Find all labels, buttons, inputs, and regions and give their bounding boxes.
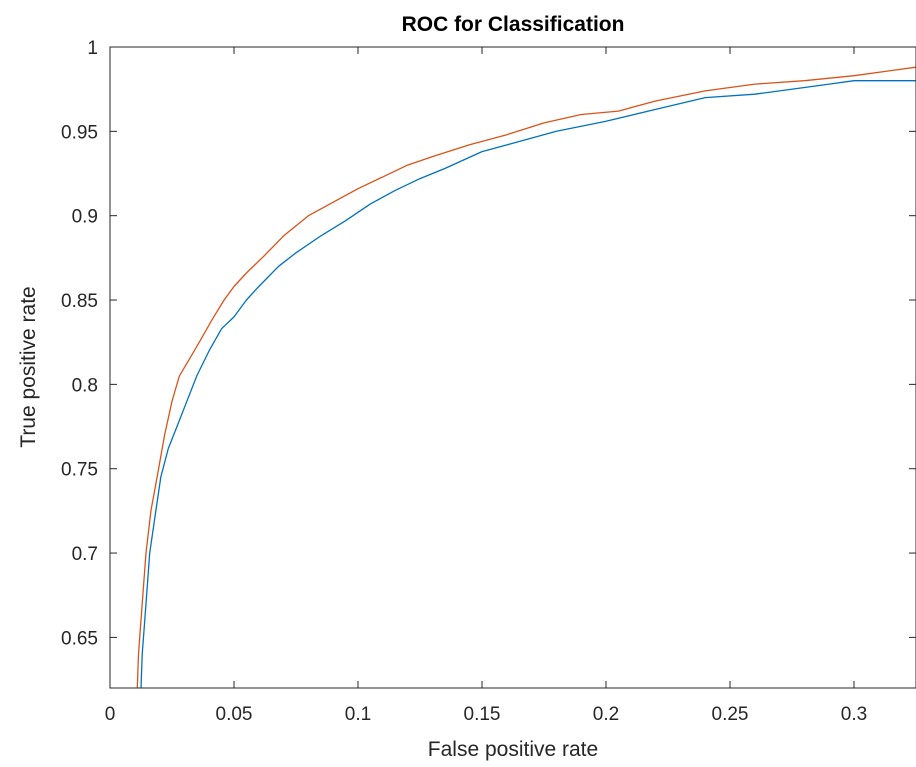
y-tick-label: 0.8 [72,375,98,396]
x-tick-label: 0.3 [841,704,867,725]
x-tick-label: 0 [105,704,116,725]
x-tick-label: 0.2 [593,704,619,725]
plot-area [110,47,916,688]
axes-box [109,46,916,689]
x-tick-label: 0.15 [464,704,501,725]
x-tick-label: 0.1 [345,704,371,725]
x-tick-label: 0.25 [712,704,749,725]
roc-curve-series-1 [140,80,916,688]
axes-layer: 0 0.05 0.1 0.15 0.2 0.25 0.3 0.65 0.7 0.75 0.8 0.85… [61,38,916,725]
series-layer [136,66,916,688]
y-tick-label: 0.9 [72,207,98,228]
y-tick-label: 0.7 [72,544,98,565]
x-axis-label: False positive rate [428,738,598,761]
x-tick-label: 0.05 [216,704,253,725]
roc-curve-series-2 [136,66,916,688]
y-tick-label: 1 [87,38,98,59]
y-tick-label: 0.95 [61,122,98,143]
y-tick-label: 0.65 [61,628,98,649]
y-tick-label: 0.85 [61,291,98,312]
y-tick-label: 0.75 [61,460,98,481]
chart-title: ROC for Classification [402,13,625,36]
y-axis-label: True positive rate [17,286,40,447]
